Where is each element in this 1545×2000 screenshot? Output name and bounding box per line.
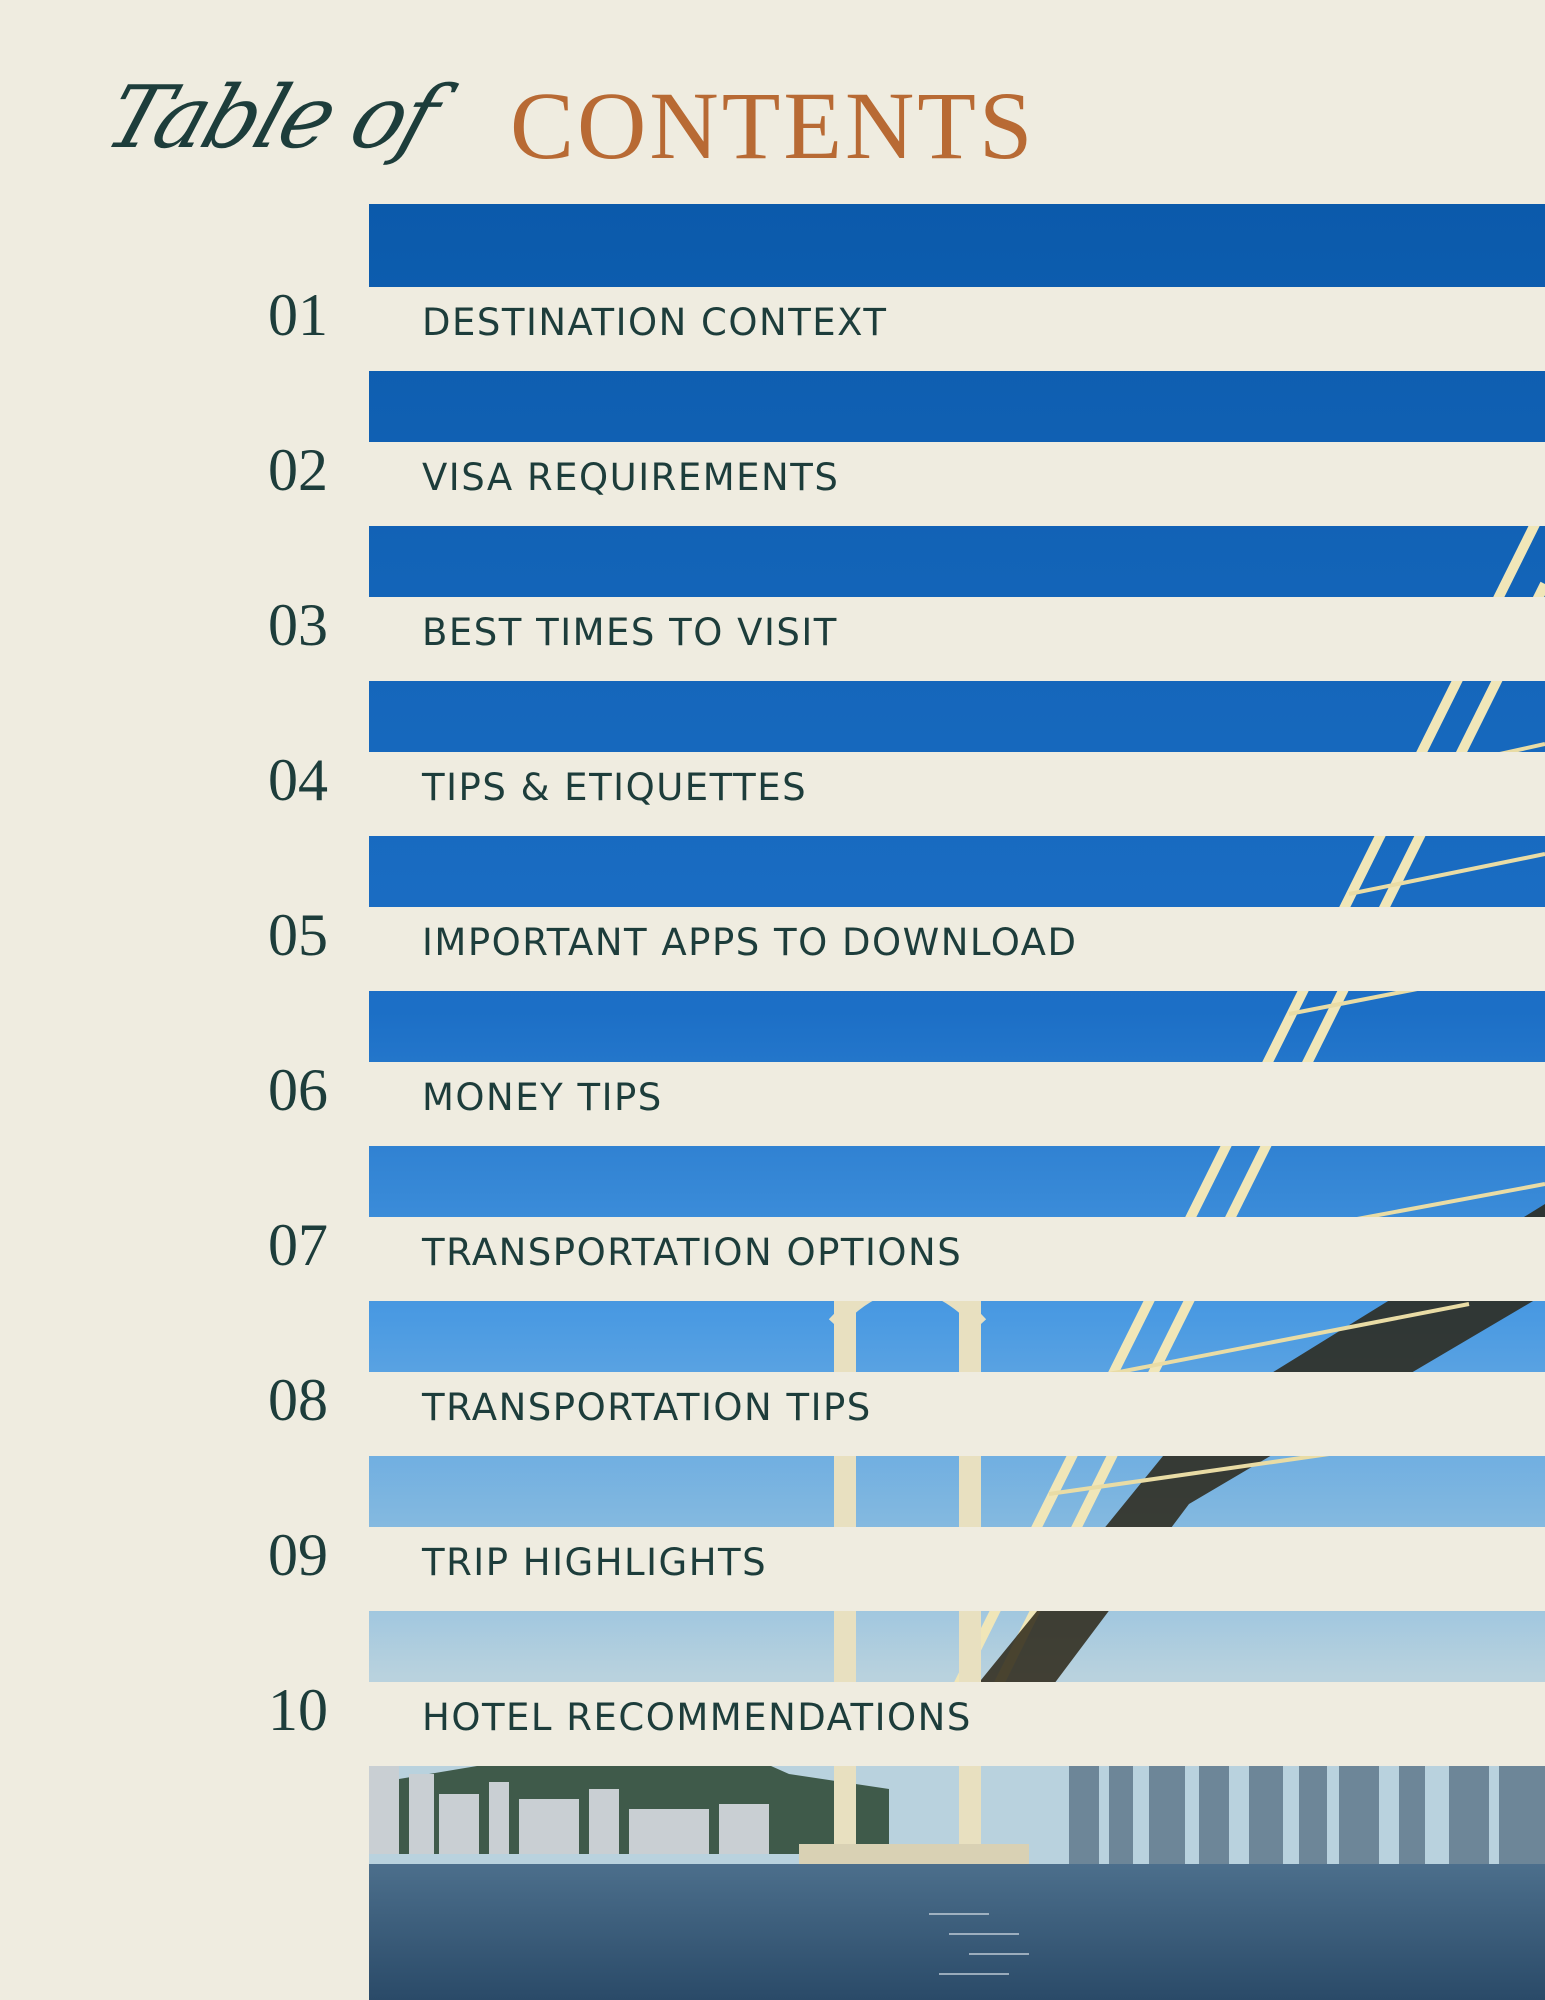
entry-label: TRANSPORTATION TIPS [422, 1386, 872, 1429]
page-title: Table of CONTENTS [94, 40, 1033, 210]
entry-number: 07 [268, 1212, 328, 1278]
entry-band [369, 752, 1545, 836]
title-script: Table of [93, 68, 449, 168]
toc-entry-04[interactable]: 04 TIPS & ETIQUETTES [0, 747, 1545, 836]
entry-number: 10 [268, 1677, 328, 1743]
entry-band [369, 1372, 1545, 1456]
toc-entry-06[interactable]: 06 MONEY TIPS [0, 1057, 1545, 1146]
toc-entry-10[interactable]: 10 HOTEL RECOMMENDATIONS [0, 1677, 1545, 1766]
toc-entry-07[interactable]: 07 TRANSPORTATION OPTIONS [0, 1212, 1545, 1301]
entry-band [369, 907, 1545, 991]
toc-entry-03[interactable]: 03 BEST TIMES TO VISIT [0, 592, 1545, 681]
entry-number: 04 [268, 747, 328, 813]
entry-number: 01 [268, 282, 328, 348]
toc-entry-09[interactable]: 09 TRIP HIGHLIGHTS [0, 1522, 1545, 1611]
entry-number: 06 [268, 1057, 328, 1123]
entry-label: TIPS & ETIQUETTES [422, 766, 808, 809]
entry-band [369, 1527, 1545, 1611]
entry-label: BEST TIMES TO VISIT [422, 611, 838, 654]
entry-label: HOTEL RECOMMENDATIONS [422, 1696, 972, 1739]
toc-entry-02[interactable]: 02 VISA REQUIREMENTS [0, 437, 1545, 526]
entry-band [369, 1062, 1545, 1146]
toc-entry-01[interactable]: 01 DESTINATION CONTEXT [0, 282, 1545, 371]
entry-band [369, 287, 1545, 371]
entry-number: 03 [268, 592, 328, 658]
entry-number: 08 [268, 1367, 328, 1433]
entry-number: 05 [268, 902, 328, 968]
entry-label: MONEY TIPS [422, 1076, 663, 1119]
entry-number: 09 [268, 1522, 328, 1588]
entry-band [369, 1217, 1545, 1301]
title-main: CONTENTS [510, 72, 1036, 179]
entry-band [369, 1682, 1545, 1766]
entry-number: 02 [268, 437, 328, 503]
entry-band [369, 597, 1545, 681]
entry-label: IMPORTANT APPS TO DOWNLOAD [422, 921, 1078, 964]
toc-entry-05[interactable]: 05 IMPORTANT APPS TO DOWNLOAD [0, 902, 1545, 991]
entry-band [369, 442, 1545, 526]
entry-label: VISA REQUIREMENTS [422, 456, 840, 499]
entry-label: TRANSPORTATION OPTIONS [422, 1231, 963, 1274]
entry-label: TRIP HIGHLIGHTS [422, 1541, 768, 1584]
toc-entry-08[interactable]: 08 TRANSPORTATION TIPS [0, 1367, 1545, 1456]
entry-label: DESTINATION CONTEXT [422, 301, 888, 344]
